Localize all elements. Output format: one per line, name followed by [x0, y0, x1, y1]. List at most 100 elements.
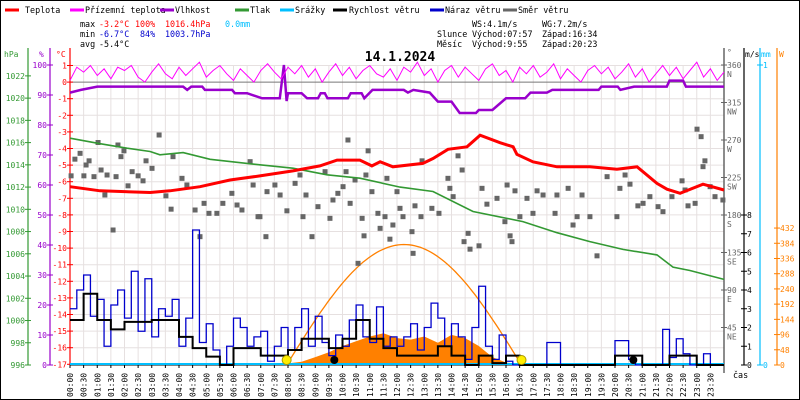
humidity-tick-label: 20: [37, 301, 47, 310]
wind-direction-point: [692, 200, 698, 206]
wind-direction-point: [352, 177, 358, 183]
wind-direction-point: [156, 132, 162, 138]
wind-tick-label: 6: [747, 249, 752, 258]
wind-tick-label: 3: [747, 305, 752, 314]
pressure-tick-label: 1016: [6, 139, 25, 148]
time-tick-label: 03:30: [161, 373, 170, 397]
humidity-tick-label: 0: [42, 361, 47, 370]
wind-direction-point: [530, 210, 536, 216]
wind-direction-point: [184, 182, 190, 188]
time-tick-label: 01:30: [107, 373, 116, 397]
wind-direction-point: [698, 134, 704, 140]
wind-direction-point: [459, 167, 465, 173]
solar-theoretical-line: [286, 243, 522, 366]
wind-direction-point: [534, 188, 540, 194]
moon-label: Měsíc: [437, 39, 462, 49]
temperature-tick-label: -1: [57, 95, 67, 104]
time-tick-label: 02:00: [121, 373, 130, 397]
wind-direction-point: [614, 214, 620, 220]
moonrise-time: Východ:9:55: [472, 39, 527, 49]
wind-direction-point: [450, 194, 456, 200]
temperature-tick-label: -16: [53, 344, 68, 353]
wind-direction-point: [220, 200, 226, 206]
wind-direction-point: [640, 200, 646, 206]
wind-direction-point: [214, 210, 220, 216]
wind-direction-point: [635, 203, 641, 209]
series: [68, 61, 726, 366]
time-tick-label: 11:30: [379, 373, 388, 397]
humidity-line: [69, 64, 724, 115]
stat-avg-label: avg: [80, 39, 95, 49]
time-tick-label: 12:00: [393, 373, 402, 397]
pressure-line: [69, 137, 725, 281]
wind-direction-point: [390, 222, 396, 228]
wind-direction-point: [359, 215, 365, 221]
wind-tick-label: 5: [747, 267, 752, 276]
wind-direction-point: [627, 181, 633, 187]
wind-direction-point: [149, 165, 155, 171]
time-tick-label: 23:00: [693, 373, 702, 397]
wind-direction-point: [410, 250, 416, 256]
humidity-tick-label: 90: [37, 91, 47, 100]
wind-tick-label: 1: [747, 342, 752, 351]
temperature-tick-label: -5: [57, 161, 67, 170]
wind-direction-point: [554, 192, 560, 198]
stat-max-temp: -3.2°C: [99, 19, 129, 29]
wind-direction-point: [476, 243, 482, 249]
wind-direction-point: [77, 150, 83, 156]
time-tick-label: 15:00: [475, 373, 484, 397]
temperature-tick-label: -7: [57, 194, 67, 203]
time-tick-label: 04:00: [175, 373, 184, 397]
apparent-temperature-line: [69, 61, 725, 84]
temperature-tick-label: -13: [53, 294, 68, 303]
axes: hPa9969981000100210041006100810101012101…: [4, 48, 795, 397]
wind-direction-point: [479, 185, 485, 191]
wind-direction-point: [467, 246, 473, 252]
wind-direction-point: [622, 172, 628, 178]
wind-direction-point: [400, 214, 406, 220]
time-tick-label: 00:30: [80, 373, 89, 397]
stats-block: max -3.2°C 100% 1016.4hPa 0.0mm min -6.7…: [80, 19, 597, 49]
pressure-tick-label: 1022: [6, 72, 25, 81]
wind-direction-point: [394, 189, 400, 195]
wind-direction-point: [247, 159, 253, 165]
wind-direction-point: [322, 169, 328, 175]
time-tick-label: 22:30: [679, 373, 688, 397]
temperature-tick-label: -15: [53, 327, 68, 336]
pressure-tick-label: 1018: [6, 116, 25, 125]
direction-compass-label: NE: [727, 333, 737, 342]
wind-direction-point: [113, 174, 119, 180]
wind-direction-point: [81, 173, 87, 179]
stat-wind-speed: WS:4.1m/s: [472, 19, 517, 29]
sun-label: Slunce: [437, 29, 467, 39]
wind-direction-point: [647, 194, 653, 200]
wind-direction-point: [361, 233, 367, 239]
pressure-tick-label: 1014: [6, 161, 25, 170]
wind-direction-point: [91, 174, 97, 180]
direction-tick-label: 225: [727, 174, 742, 183]
temperature-tick-label: -17: [53, 360, 68, 369]
wind-direction-point: [384, 175, 390, 181]
direction-compass-label: E: [727, 295, 732, 304]
wind-direction-point: [263, 234, 269, 240]
wind-direction-point: [118, 154, 124, 160]
solar-tick-label: 240: [780, 285, 795, 294]
wind-direction-point: [700, 164, 706, 170]
wind-speed-line: [70, 292, 724, 366]
sunrise-time: Východ:07:57: [472, 29, 533, 39]
time-tick-label: 04:30: [189, 373, 198, 397]
wind-direction-point: [330, 197, 336, 203]
direction-compass-label: N: [727, 70, 732, 79]
temperature-axis-unit: °C: [56, 50, 66, 59]
direction-tick-label: 180: [727, 211, 742, 220]
solar-tick-label: 192: [780, 300, 795, 309]
solar-tick-label: 96: [780, 331, 790, 340]
wind-direction-point: [702, 158, 708, 164]
temperature-line: [69, 133, 725, 195]
stat-min-temp: -6.7°C: [99, 29, 129, 39]
solar-tick-label: 144: [780, 315, 795, 324]
legend-label-3: Tlak: [250, 5, 270, 15]
wind-direction-point: [347, 200, 353, 206]
time-tick-label: 10:00: [339, 373, 348, 397]
wind-direction-point: [507, 233, 513, 239]
